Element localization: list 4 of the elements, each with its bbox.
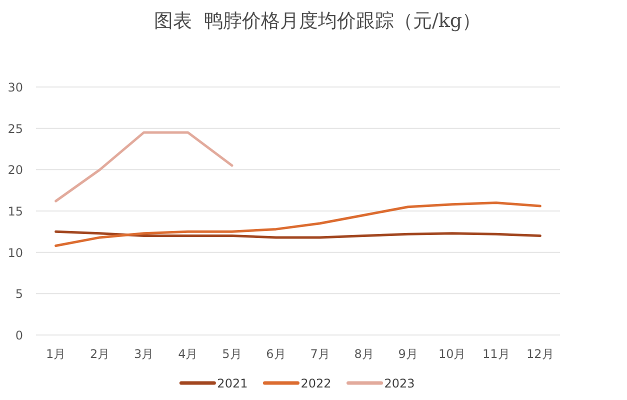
legend-label: 2021 (217, 376, 248, 390)
legend-label: 2023 (384, 376, 415, 390)
title: 图表 鸭脖价格月度均价跟踪（元/kg） (154, 10, 482, 32)
legend-label: 2022 (300, 376, 332, 390)
